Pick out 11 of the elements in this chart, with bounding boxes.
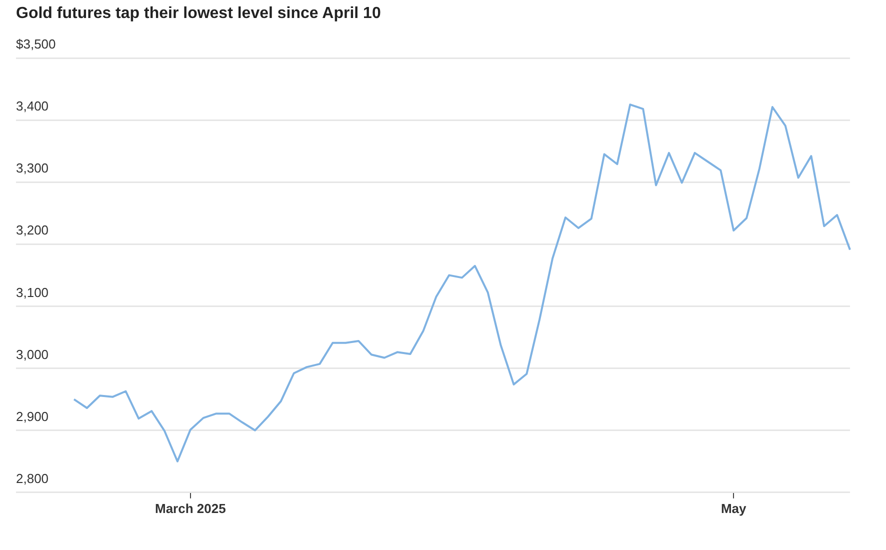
y-tick-label: 2,800 (16, 470, 49, 486)
y-tick-label: 3,400 (16, 98, 49, 114)
y-tick-label: $3,500 (16, 36, 56, 52)
y-tick-label: 3,100 (16, 284, 49, 300)
y-tick-label: 3,200 (16, 222, 49, 238)
y-tick-label: 2,900 (16, 408, 49, 424)
x-tick-label: March 2025 (154, 500, 226, 516)
y-tick-label: 3,000 (16, 346, 49, 362)
x-tick-label: May (720, 500, 748, 516)
y-tick-label: 3,300 (16, 160, 49, 176)
chart-title: Gold futures tap their lowest level since April 10 (16, 5, 381, 23)
